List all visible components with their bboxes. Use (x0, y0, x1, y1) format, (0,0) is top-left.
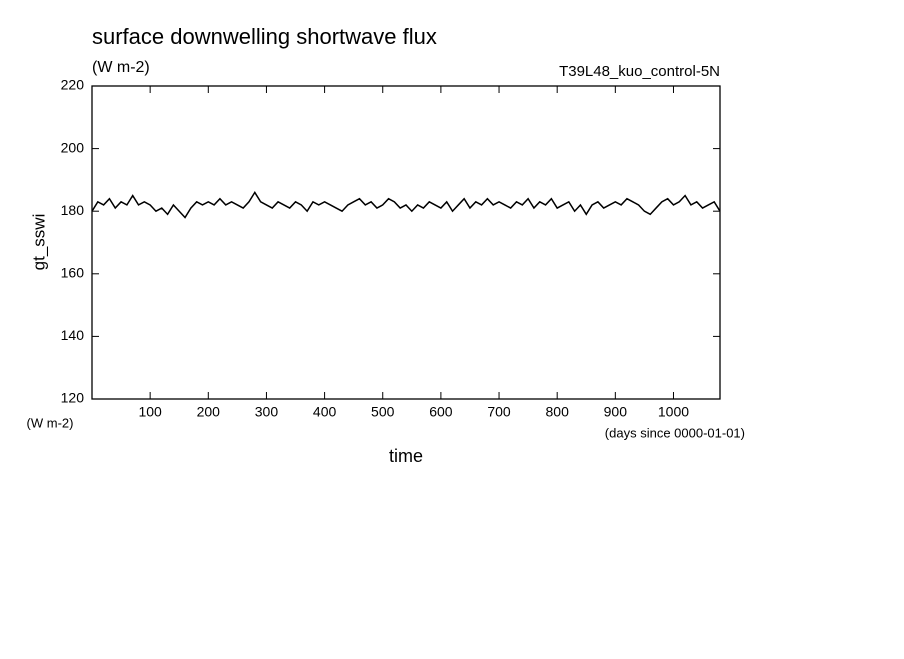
y-tick-label: 220 (61, 77, 85, 93)
chart-subtitle: (W m-2) (92, 59, 150, 76)
y-tick-label: 160 (61, 265, 85, 281)
x-tick-label: 600 (429, 404, 453, 420)
x-tick-label: 300 (255, 404, 279, 420)
x-tick-label: 200 (197, 404, 221, 420)
y-axis-unit: (W m-2) (27, 415, 74, 430)
annotation: T39L48_kuo_control-5N (559, 63, 720, 80)
x-tick-label: 900 (604, 404, 628, 420)
x-tick-label: 800 (546, 404, 570, 420)
chart-title: surface downwelling shortwave flux (92, 24, 437, 49)
y-tick-label: 200 (61, 139, 85, 155)
plot-frame (91, 85, 721, 400)
x-tick-label: 1000 (658, 404, 689, 420)
x-tick-label: 100 (138, 404, 162, 420)
x-tick-label: 500 (371, 404, 395, 420)
y-axis-label: gt_sswi (29, 214, 48, 271)
x-axis-label: time (389, 446, 423, 466)
x-tick-label: 700 (487, 404, 511, 420)
y-tick-label: 140 (61, 327, 85, 343)
y-tick-label: 180 (61, 202, 85, 218)
data-line (91, 190, 721, 219)
x-tick-label: 400 (313, 404, 337, 420)
x-axis-unit: (days since 0000-01-01) (605, 425, 745, 440)
y-tick-label: 120 (61, 390, 85, 406)
